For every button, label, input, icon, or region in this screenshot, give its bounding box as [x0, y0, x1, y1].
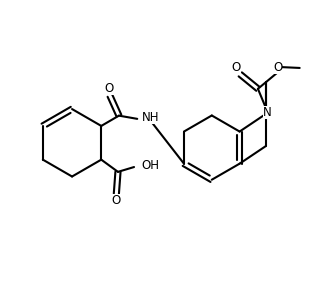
Text: OH: OH [141, 159, 159, 172]
Text: O: O [273, 61, 283, 74]
Text: O: O [232, 61, 241, 74]
Text: O: O [105, 82, 114, 95]
Text: O: O [112, 194, 121, 207]
Text: N: N [263, 106, 272, 119]
Text: NH: NH [142, 111, 159, 124]
